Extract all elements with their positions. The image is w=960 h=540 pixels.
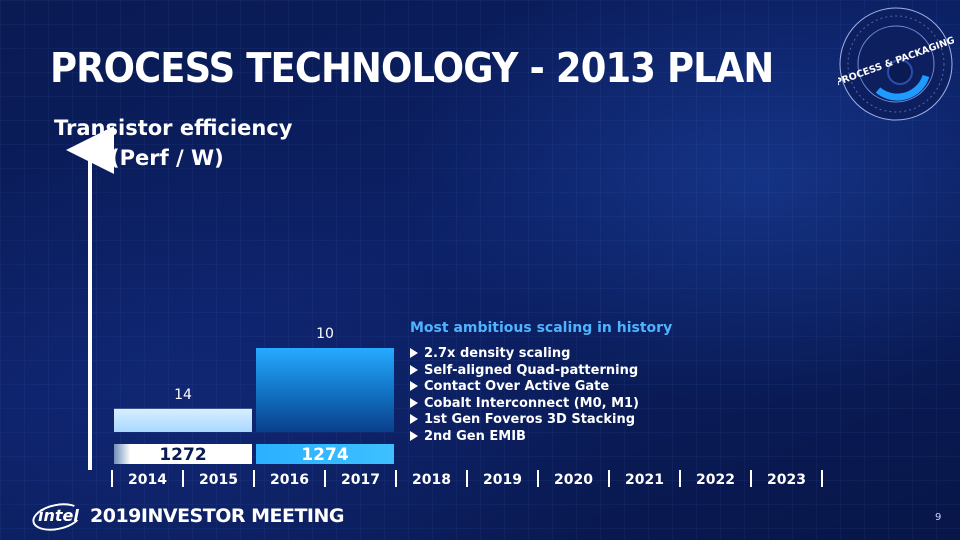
- process-strip-1272: [114, 444, 252, 464]
- event-name: INVESTOR MEETING: [140, 505, 345, 527]
- highlight-item: Contact Over Active Gate: [410, 379, 639, 396]
- bullet-arrow-icon: [410, 414, 418, 425]
- highlights-heading: Most ambitious scaling in history: [410, 320, 673, 336]
- year-label: 2016: [270, 472, 309, 488]
- y-axis-label-line2: (Perf / W): [110, 146, 224, 170]
- highlight-item: 2nd Gen EMIB: [410, 429, 639, 446]
- bullet-arrow-icon: [410, 381, 418, 392]
- event-year: 2019: [90, 505, 141, 527]
- process-strip-1274: [256, 444, 394, 464]
- year-label: 2020: [554, 472, 593, 488]
- year-label: 2022: [696, 472, 735, 488]
- intel-logo: intel: [38, 506, 79, 525]
- bar-node-14: [114, 408, 252, 432]
- highlight-item: Cobalt Interconnect (M0, M1): [410, 396, 639, 413]
- highlight-item: Self-aligned Quad-patterning: [410, 363, 639, 380]
- year-label: 2015: [199, 472, 238, 488]
- highlight-item: 1st Gen Foveros 3D Stacking: [410, 412, 639, 429]
- year-label: 2019: [483, 472, 522, 488]
- process-label: 1272: [159, 445, 206, 465]
- bullet-arrow-icon: [410, 430, 418, 441]
- page-title: PROCESS TECHNOLOGY - 2013 PLAN: [50, 44, 774, 92]
- year-label: 2018: [412, 472, 451, 488]
- bullet-arrow-icon: [410, 397, 418, 408]
- bullet-arrow-icon: [410, 364, 418, 375]
- bar-node-label: 14: [174, 387, 192, 403]
- event-title: 2019INVESTOR MEETING: [90, 505, 344, 527]
- process-packaging-badge-icon: PROCESS & PACKAGING: [838, 7, 954, 121]
- year-label: 2014: [128, 472, 167, 488]
- year-label: 2017: [341, 472, 380, 488]
- process-label: 1274: [301, 445, 348, 465]
- highlights-list: 2.7x density scaling Self-aligned Quad-p…: [410, 346, 639, 446]
- bullet-arrow-icon: [410, 348, 418, 358]
- bar-node-10: [256, 348, 394, 432]
- year-label: 2023: [767, 472, 806, 488]
- bar-node-label: 10: [316, 326, 334, 342]
- year-label: 2021: [625, 472, 664, 488]
- page-number: 9: [935, 512, 942, 523]
- highlight-item: 2.7x density scaling: [410, 346, 639, 363]
